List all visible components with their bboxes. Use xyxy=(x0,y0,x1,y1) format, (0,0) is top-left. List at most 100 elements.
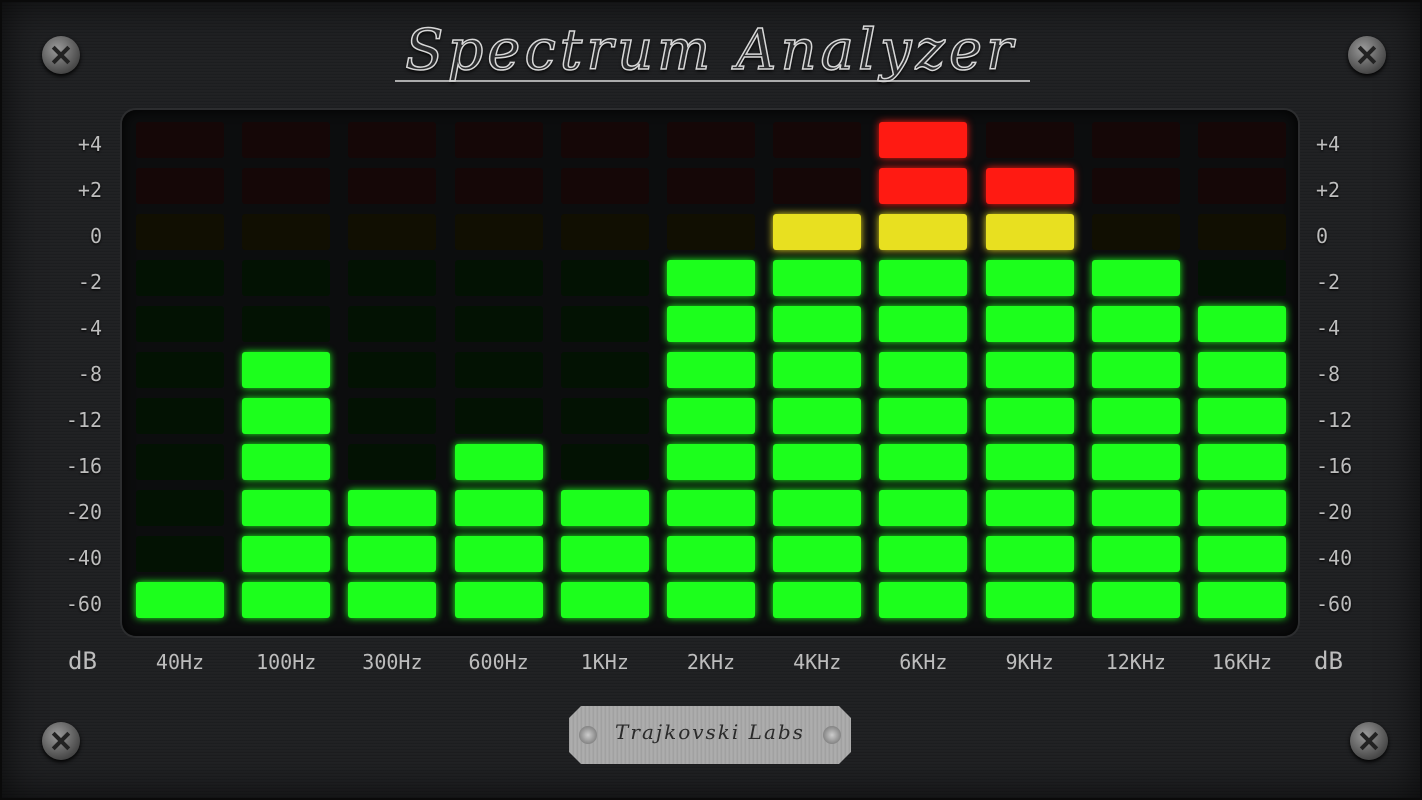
frequency-label: 2KHz xyxy=(686,650,736,674)
meter-segment-green-lit xyxy=(454,536,543,572)
screw-icon xyxy=(42,36,80,74)
meter-segment-green-lit xyxy=(1091,490,1180,526)
meter-segment-green-lit xyxy=(242,582,331,618)
meter-segment-yellow-off xyxy=(560,214,649,250)
meter-segment-green-lit xyxy=(879,444,968,480)
screw-icon xyxy=(1348,36,1386,74)
db-level-label-left: -12 xyxy=(65,408,102,432)
meter-segment-green-off xyxy=(242,260,331,296)
db-level-label-left: +2 xyxy=(77,178,102,202)
meter-panel xyxy=(122,110,1298,636)
meter-segment-green-lit xyxy=(667,444,755,480)
db-level-label-left: -40 xyxy=(65,546,102,570)
db-level-label-left: +4 xyxy=(77,132,102,156)
meter-segment-green-off xyxy=(136,490,224,526)
db-level-label-left: -60 xyxy=(65,592,102,616)
meter-segment-red-lit xyxy=(879,168,968,204)
meter-segment-green-lit xyxy=(1091,260,1180,296)
app-title: Spectrum Analyzer xyxy=(404,17,1017,84)
meter-segment-green-lit xyxy=(560,536,649,572)
meter-segment-green-off xyxy=(136,306,224,342)
meter-segment-green-lit xyxy=(985,536,1074,572)
screw-icon xyxy=(1350,722,1388,760)
meter-segment-green-lit xyxy=(1198,352,1286,388)
db-level-label-right: -2 xyxy=(1316,270,1341,294)
meter-segment-red-off xyxy=(242,168,331,204)
meter-segment-yellow-off xyxy=(348,214,437,250)
meter-segment-green-lit xyxy=(773,490,862,526)
meter-segment-green-lit xyxy=(454,444,543,480)
meter-segment-green-off xyxy=(348,352,437,388)
meter-segment-green-off xyxy=(560,352,649,388)
db-level-label-right: 0 xyxy=(1316,224,1329,248)
meter-segment-green-off xyxy=(560,398,649,434)
meter-segment-green-lit xyxy=(985,490,1074,526)
meter-segment-green-lit xyxy=(1091,536,1180,572)
db-level-label-left: -2 xyxy=(77,270,102,294)
meter-segment-red-off xyxy=(1091,122,1180,158)
meter-segment-green-lit xyxy=(242,352,331,388)
meter-segment-red-off xyxy=(985,122,1074,158)
frequency-label: 6KHz xyxy=(899,650,948,674)
meter-segment-green-lit xyxy=(879,306,968,342)
title-underline xyxy=(395,80,1030,82)
meter-segment-yellow-off xyxy=(1198,214,1286,250)
meter-segment-green-lit xyxy=(242,444,331,480)
meter-segment-green-off xyxy=(242,306,331,342)
db-level-label-right: -8 xyxy=(1316,362,1341,386)
db-level-label-right: -12 xyxy=(1316,408,1353,432)
db-level-label-left: 0 xyxy=(89,224,102,248)
meter-segment-green-lit xyxy=(348,490,437,526)
frequency-label: 9KHz xyxy=(1005,650,1054,674)
meter-segment-yellow-off xyxy=(136,214,224,250)
meter-segment-red-lit xyxy=(879,122,968,158)
meter-segment-green-lit xyxy=(667,536,755,572)
meter-segment-green-lit xyxy=(1091,352,1180,388)
meter-segment-red-off xyxy=(136,168,224,204)
meter-segment-green-lit xyxy=(1198,490,1286,526)
meter-segment-green-off xyxy=(136,260,224,296)
meter-segment-green-lit xyxy=(667,490,755,526)
meter-segment-green-lit xyxy=(773,536,862,572)
meter-segment-green-lit xyxy=(242,490,331,526)
meter-segment-green-lit xyxy=(667,398,755,434)
frequency-label: 4KHz xyxy=(793,650,842,674)
meter-segment-green-off xyxy=(136,352,224,388)
meter-segment-green-lit xyxy=(1198,444,1286,480)
meter-segment-green-lit xyxy=(773,306,862,342)
meter-segment-yellow-off xyxy=(667,214,755,250)
screw-icon xyxy=(823,726,841,744)
meter-segment-red-off xyxy=(667,122,755,158)
meter-segment-green-off xyxy=(454,260,543,296)
frequency-label: 40Hz xyxy=(155,650,205,674)
db-level-label-left: -8 xyxy=(77,362,102,386)
meter-segment-green-lit xyxy=(454,582,543,618)
meter-segment-red-off xyxy=(1198,122,1286,158)
meter-segment-green-lit xyxy=(667,582,755,618)
meter-segment-green-lit xyxy=(879,490,968,526)
meter-segment-green-off xyxy=(348,260,437,296)
frequency-label: 12KHz xyxy=(1105,650,1166,674)
meter-segment-red-off xyxy=(1198,168,1286,204)
meter-segment-yellow-off xyxy=(242,214,331,250)
meter-segment-yellow-lit xyxy=(879,214,968,250)
meter-segment-red-off xyxy=(348,122,437,158)
meter-segment-green-off xyxy=(454,306,543,342)
meter-segment-red-lit xyxy=(985,168,1074,204)
meter-segment-green-lit xyxy=(667,352,755,388)
meter-segment-green-off xyxy=(560,260,649,296)
meter-segment-green-off xyxy=(136,536,224,572)
meter-segment-green-lit xyxy=(985,260,1074,296)
db-level-label-right: +2 xyxy=(1316,178,1341,202)
meter-segment-green-lit xyxy=(1091,306,1180,342)
meter-segment-green-lit xyxy=(773,582,862,618)
meter-segment-green-lit xyxy=(773,398,862,434)
meter-segment-green-lit xyxy=(242,398,331,434)
db-level-label-right: -16 xyxy=(1316,454,1353,478)
meter-segment-green-lit xyxy=(985,398,1074,434)
meter-segment-green-off xyxy=(348,306,437,342)
db-level-label-right: -4 xyxy=(1316,316,1341,340)
frequency-label: 1KHz xyxy=(580,650,629,674)
meter-segment-green-lit xyxy=(667,260,755,296)
